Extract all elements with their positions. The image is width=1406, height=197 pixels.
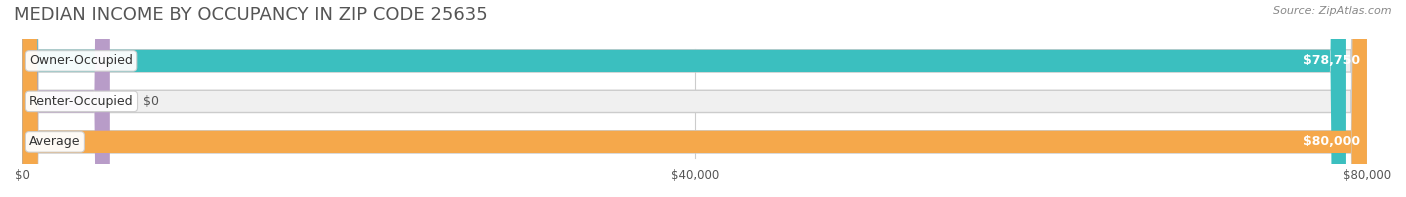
FancyBboxPatch shape xyxy=(22,0,1367,197)
FancyBboxPatch shape xyxy=(22,0,1367,197)
Text: $78,750: $78,750 xyxy=(1303,54,1360,67)
FancyBboxPatch shape xyxy=(22,0,1367,197)
Text: Owner-Occupied: Owner-Occupied xyxy=(30,54,134,67)
FancyBboxPatch shape xyxy=(22,0,1367,197)
Text: $0: $0 xyxy=(143,95,159,108)
Text: $80,000: $80,000 xyxy=(1303,135,1360,148)
FancyBboxPatch shape xyxy=(22,0,110,197)
FancyBboxPatch shape xyxy=(22,0,1346,197)
Text: Average: Average xyxy=(30,135,80,148)
Text: Source: ZipAtlas.com: Source: ZipAtlas.com xyxy=(1274,6,1392,16)
Text: Renter-Occupied: Renter-Occupied xyxy=(30,95,134,108)
Text: MEDIAN INCOME BY OCCUPANCY IN ZIP CODE 25635: MEDIAN INCOME BY OCCUPANCY IN ZIP CODE 2… xyxy=(14,6,488,24)
